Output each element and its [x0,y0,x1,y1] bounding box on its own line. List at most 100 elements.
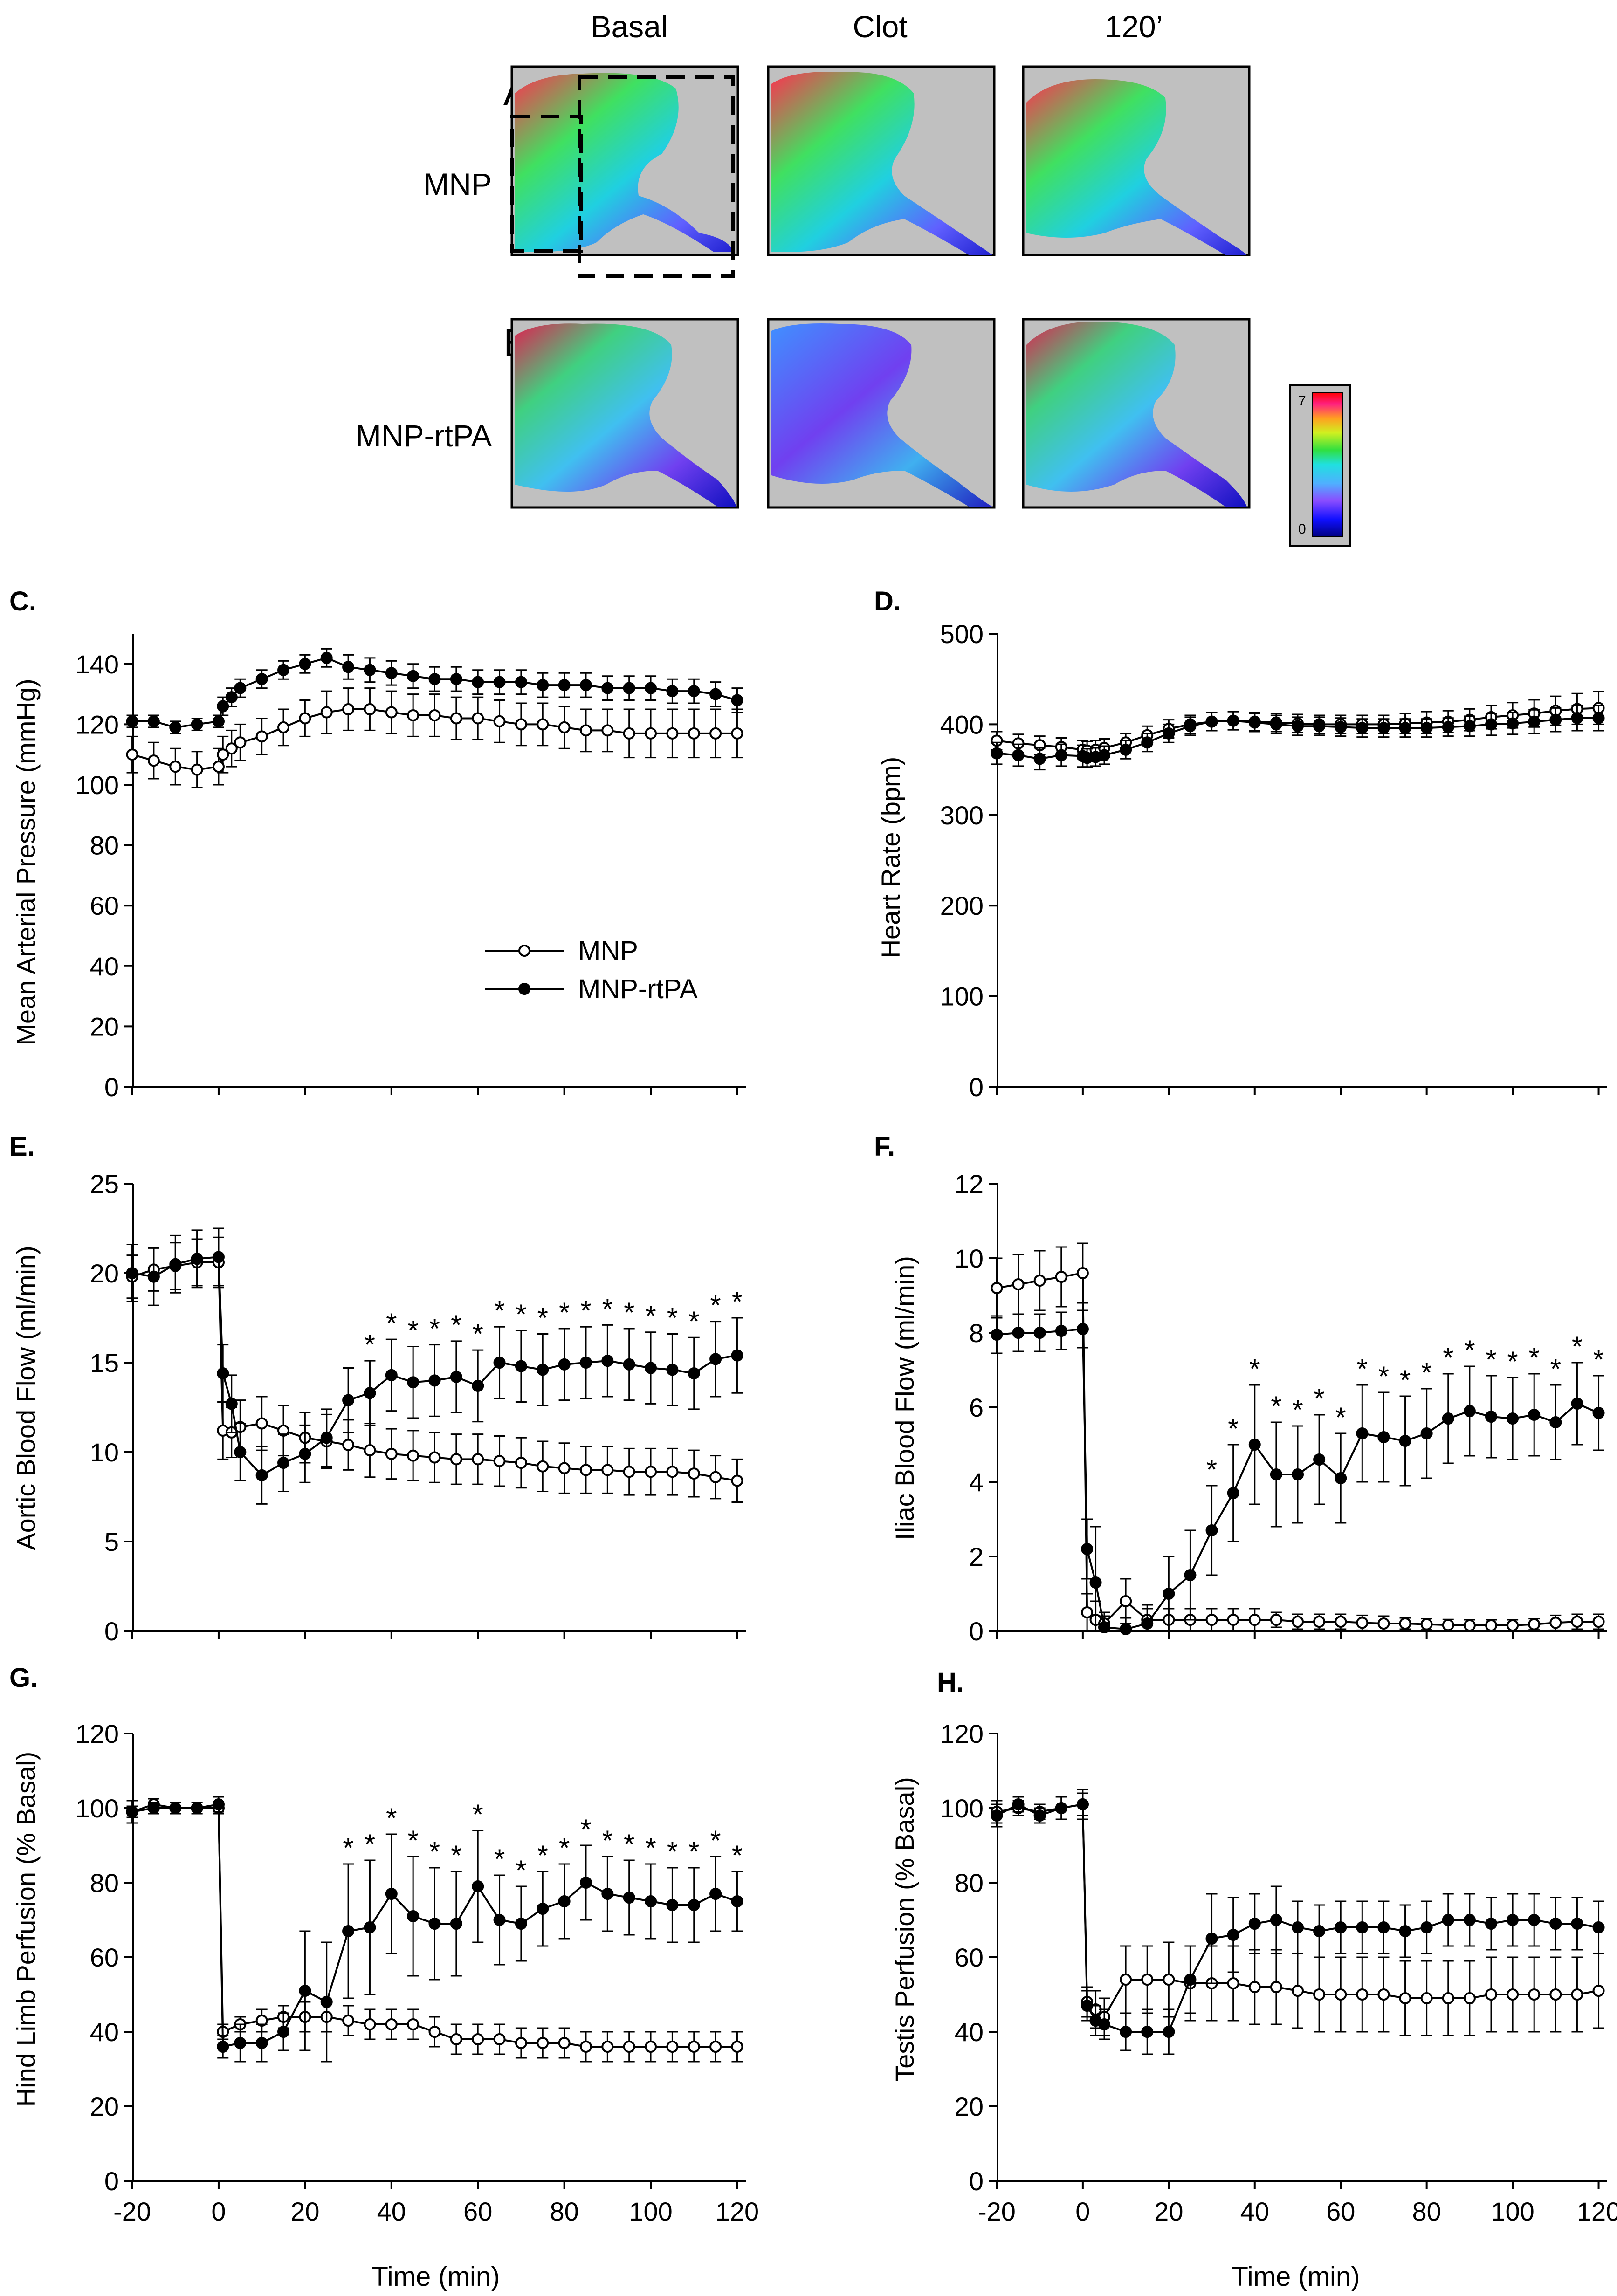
y-tick-label: 0 [104,2166,119,2196]
data-point-mnp-rtpa [688,685,700,698]
data-point-mnp-rtpa [1420,1921,1433,1933]
significance-marker: * [688,1836,699,1867]
data-point-mnp-rtpa [1270,1468,1282,1480]
data-point-mnp-rtpa [407,670,420,682]
data-point-mnp [472,712,484,725]
data-point-mnp [1356,1617,1369,1629]
data-point-mnp-rtpa [1549,1918,1562,1930]
data-point-mnp-rtpa [731,1895,743,1907]
data-point-mnp-rtpa [364,664,376,676]
data-point-mnp-rtpa [1463,1914,1476,1926]
data-point-mnp-rtpa [299,1447,311,1460]
data-point-mnp [342,703,355,715]
y-tick-label: 0 [969,1072,984,1102]
data-point-mnp-rtpa [1528,715,1541,728]
data-point-mnp-rtpa [666,685,679,698]
data-point-mnp [515,2037,527,2049]
data-point-mnp-rtpa [1270,718,1282,731]
data-point-mnp [731,727,743,740]
data-point-mnp-rtpa [1571,712,1583,724]
data-point-mnp-rtpa [1227,1487,1239,1499]
data-point-mnp-rtpa [1033,1327,1046,1339]
data-point-mnp [1571,1988,1583,2001]
ylabel-h: Testis Perfusion (% Basal) [890,1777,919,2082]
data-point-mnp [1592,1616,1605,1628]
y-tick-label: 120 [76,710,119,739]
data-point-mnp-rtpa [126,1267,138,1279]
data-point-mnp-rtpa [1120,743,1132,756]
x-tick-label: 60 [1326,2197,1355,2226]
data-point-mnp [1248,1614,1261,1626]
significance-marker: * [494,1844,505,1875]
significance-marker: * [667,1302,678,1334]
significance-marker: * [516,1855,526,1886]
data-point-mnp [1335,1616,1347,1628]
data-point-mnp [407,1449,420,1462]
data-point-mnp [645,2041,657,2053]
data-point-mnp [1463,1619,1476,1631]
image-mnp-clot [767,65,996,256]
data-point-mnp-rtpa [991,747,1003,760]
data-point-mnp [1270,1981,1282,1993]
data-point-mnp [1485,1988,1497,2001]
significance-marker: * [365,1329,375,1360]
data-point-mnp-rtpa [1335,1472,1347,1484]
y-tick-label: 0 [104,1617,119,1646]
data-point-mnp-rtpa [1012,1327,1025,1339]
data-point-mnp-rtpa [1098,749,1110,761]
data-point-mnp-rtpa [623,1358,635,1371]
image-mnp-120 [1022,65,1251,256]
significance-marker: * [451,1309,461,1341]
data-point-mnp [1592,1985,1605,1997]
significance-marker: * [1335,1402,1346,1433]
image-mnp-basal [510,65,739,278]
data-point-mnp-rtpa [645,1362,657,1374]
colorbar-max-label: 7 [1298,393,1306,409]
legend-marker-mnp-rtpa [518,983,530,995]
data-point-mnp-rtpa [169,721,182,733]
y-tick-label: 0 [104,1072,119,1102]
data-point-mnp [537,2037,549,2049]
data-point-mnp-rtpa [385,1888,398,1900]
data-point-mnp-rtpa [320,1432,333,1444]
data-point-mnp [1313,1988,1326,2001]
data-point-mnp [1033,1275,1046,1287]
data-point-mnp [688,727,700,740]
data-point-mnp-rtpa [493,1914,506,1926]
data-point-mnp [428,709,441,721]
data-point-mnp [1399,1617,1411,1630]
data-point-mnp-rtpa [217,700,229,713]
significance-marker: * [537,1302,548,1334]
significance-marker: * [559,1832,570,1864]
data-point-mnp-rtpa [1012,749,1025,761]
panel-letter-f: F. [874,1131,895,1162]
significance-marker: * [732,1840,743,1871]
data-point-mnp-rtpa [493,676,506,688]
data-point-mnp-rtpa [537,679,549,692]
data-point-mnp-rtpa [299,1985,311,1997]
data-point-mnp-rtpa [1377,722,1390,734]
data-point-mnp [537,718,549,731]
data-point-mnp [601,1464,614,1476]
significance-marker: * [1593,1344,1604,1375]
data-point-mnp-rtpa [666,1899,679,1911]
significance-marker: * [1572,1331,1583,1362]
data-point-mnp-rtpa [1571,1398,1583,1410]
data-point-mnp-rtpa [126,715,138,727]
significance-marker: * [1249,1353,1260,1384]
data-point-mnp-rtpa [277,664,290,676]
data-point-mnp [407,709,420,721]
data-point-mnp-rtpa [428,1918,441,1930]
y-tick-label: 140 [76,650,119,679]
data-point-mnp-rtpa [407,1376,420,1389]
data-point-mnp-rtpa [666,1364,679,1376]
data-point-mnp-rtpa [191,1802,203,1814]
data-point-mnp-rtpa [1184,1569,1197,1581]
legend: MNP MNP-rtPA [485,936,698,1004]
significance-marker: * [624,1829,634,1860]
data-point-mnp-rtpa [558,1895,571,1907]
significance-marker: * [1206,1454,1217,1485]
data-point-mnp-rtpa [1549,713,1562,726]
y-tick-label: 40 [90,952,119,981]
significance-marker: * [1400,1364,1411,1396]
